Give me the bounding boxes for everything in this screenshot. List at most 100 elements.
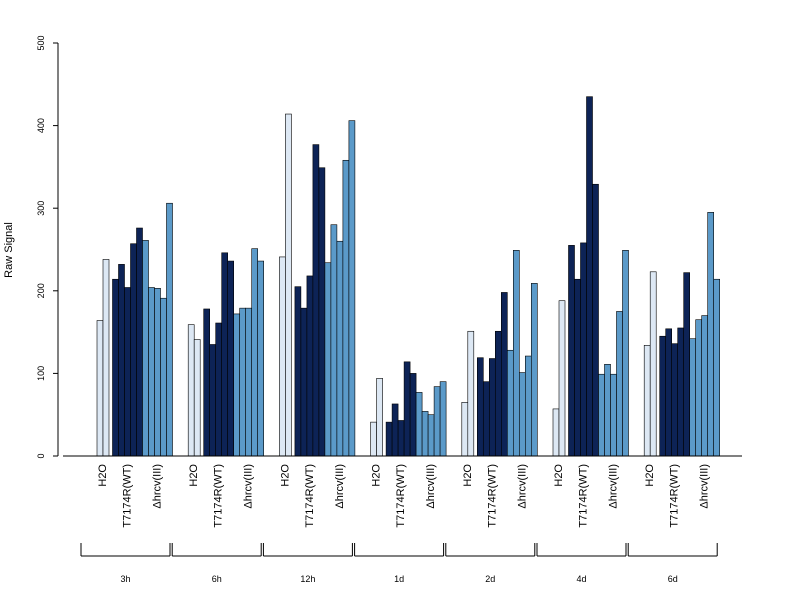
timepoint-label: 4d xyxy=(576,574,586,584)
bar xyxy=(166,202,173,457)
bar xyxy=(552,408,560,457)
bar xyxy=(348,120,356,457)
bar xyxy=(96,320,104,457)
bar xyxy=(695,319,703,457)
y-tick-label: 500 xyxy=(36,35,46,50)
bar xyxy=(558,300,566,457)
y-axis: 0 100 200 300 400 500 xyxy=(36,35,59,459)
bar xyxy=(467,330,475,457)
category-label: H2O xyxy=(188,464,200,487)
bar xyxy=(257,260,265,457)
bar xyxy=(403,361,411,457)
category-label: T7174R(WT) xyxy=(304,464,316,528)
bar xyxy=(415,392,423,457)
category-label: H2O xyxy=(279,464,291,487)
bar xyxy=(524,355,532,457)
bar xyxy=(102,259,110,457)
y-tick-label: 100 xyxy=(36,366,46,381)
bar xyxy=(160,297,167,457)
bar xyxy=(193,339,201,457)
bar xyxy=(568,245,575,457)
bar xyxy=(285,113,292,457)
bar xyxy=(530,283,538,457)
y-axis-label: Raw Signal xyxy=(3,222,15,278)
y-tick-label: 0 xyxy=(36,453,46,458)
bar xyxy=(659,335,667,457)
timepoint-label: 1d xyxy=(394,574,404,584)
category-label: Δhrcv(III) xyxy=(152,464,164,509)
bar xyxy=(433,386,441,457)
bar xyxy=(713,278,721,457)
bar xyxy=(385,421,393,457)
bar xyxy=(397,420,405,457)
category-label: T7174R(WT) xyxy=(213,464,225,528)
bar xyxy=(118,264,125,457)
category-label: Δhrcv(III) xyxy=(608,464,620,509)
bar xyxy=(598,373,605,457)
bar xyxy=(409,373,417,457)
bar xyxy=(294,286,302,457)
timepoint-label: 6d xyxy=(668,574,678,584)
timepoint-label: 2d xyxy=(485,574,495,584)
category-label: T7174R(WT) xyxy=(669,464,681,528)
bar xyxy=(148,287,155,457)
bar xyxy=(707,212,715,457)
bar xyxy=(239,307,246,457)
bar xyxy=(488,358,496,457)
category-label: Δhrcv(III) xyxy=(699,464,711,509)
bar xyxy=(245,307,252,457)
bar xyxy=(324,262,332,457)
bar xyxy=(215,322,222,457)
timepoint-label: 12h xyxy=(300,574,315,584)
bar xyxy=(312,144,320,457)
category-label: Δhrcv(III) xyxy=(516,464,528,509)
bar xyxy=(300,307,308,457)
category-label: Δhrcv(III) xyxy=(425,464,437,509)
timepoint-label: 6h xyxy=(212,574,222,584)
bar xyxy=(154,288,161,457)
bar xyxy=(476,357,484,457)
bar xyxy=(279,256,286,457)
bar xyxy=(142,240,149,457)
bar xyxy=(439,381,447,457)
bar xyxy=(130,243,137,457)
category-label: H2O xyxy=(553,464,565,487)
bar xyxy=(370,421,377,457)
bar xyxy=(482,381,490,457)
bar xyxy=(506,349,514,457)
category-label: H2O xyxy=(462,464,474,487)
bar xyxy=(665,328,673,457)
bar xyxy=(233,313,240,457)
y-tick-label: 400 xyxy=(36,118,46,133)
bar xyxy=(512,250,520,457)
category-label: H2O xyxy=(644,464,656,487)
timepoint-label: 3h xyxy=(120,574,130,584)
bar xyxy=(500,292,508,457)
bar xyxy=(251,248,258,457)
bar xyxy=(689,338,697,457)
bar xyxy=(124,287,131,457)
bars xyxy=(96,96,721,457)
bar xyxy=(136,227,143,457)
bar xyxy=(592,183,599,457)
bar xyxy=(391,403,399,457)
bar xyxy=(683,272,691,457)
bar xyxy=(376,378,383,457)
bar xyxy=(518,372,526,457)
category-label: T7174R(WT) xyxy=(578,464,590,528)
category-label: T7174R(WT) xyxy=(486,464,498,528)
bar xyxy=(494,330,502,457)
bar xyxy=(622,250,629,457)
bar xyxy=(318,167,326,457)
bar xyxy=(209,344,216,457)
category-label: H2O xyxy=(371,464,383,487)
category-label: T7174R(WT) xyxy=(395,464,407,528)
bar xyxy=(586,96,593,457)
bar xyxy=(427,414,435,457)
category-labels: H2O T7174R(WT) Δhrcv(III) H2O T7174R(WT) Δhrc… xyxy=(97,464,711,528)
bar xyxy=(203,308,210,457)
timepoint-brackets: 3h 6h 12h 1d 2d 4d 6d xyxy=(80,543,718,584)
bar xyxy=(580,242,587,457)
bar xyxy=(342,159,350,457)
bar xyxy=(227,260,234,457)
